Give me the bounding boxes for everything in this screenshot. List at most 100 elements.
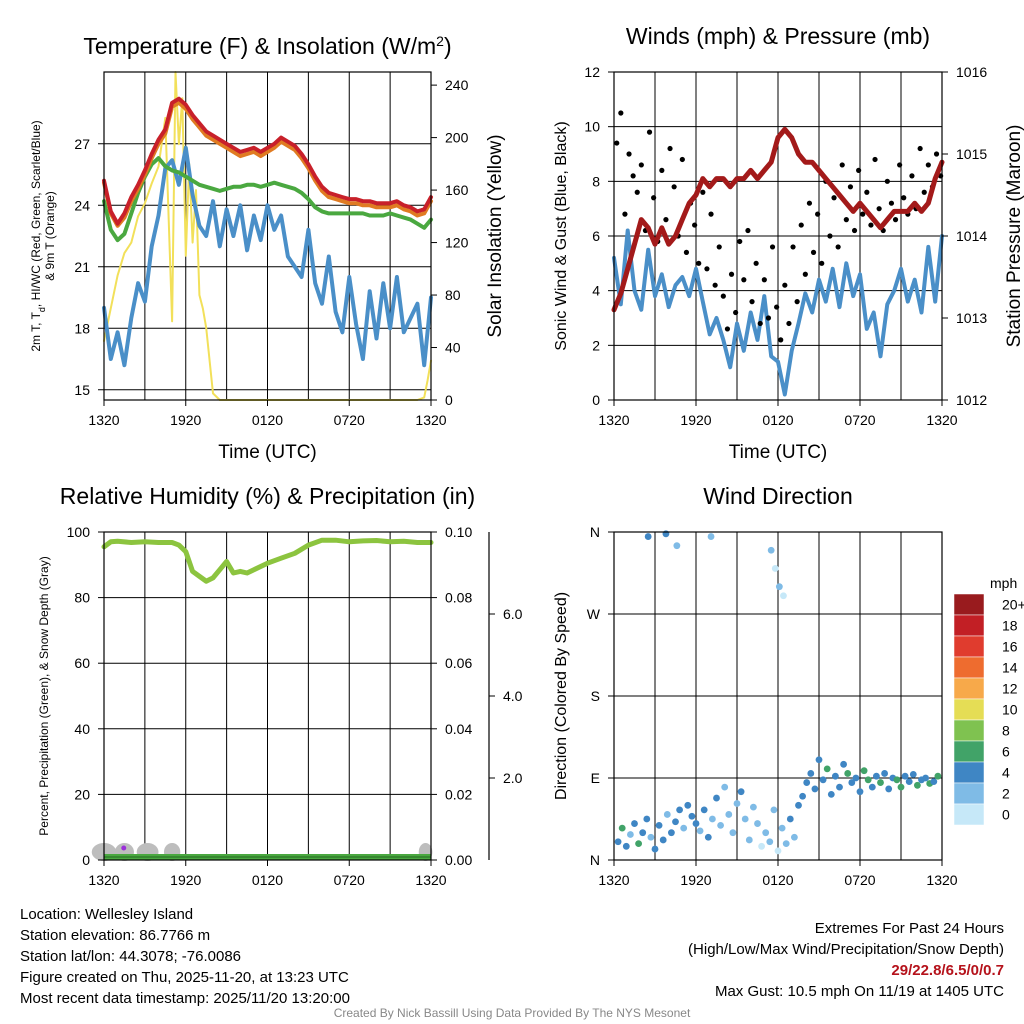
gust-point [757, 320, 763, 327]
x-tick-label: 0120 [762, 412, 793, 428]
x-tick-label: 1920 [680, 412, 711, 428]
y-tick-label: 4 [592, 283, 600, 299]
gust-point [925, 162, 931, 168]
extremes-description: (High/Low/Max Wind/Precipitation/Snow De… [688, 941, 1004, 958]
x-tick-label: 0720 [844, 872, 875, 888]
y2-tick-label: 80 [445, 287, 461, 303]
series-line-hi-wc [102, 96, 433, 226]
y-tick-label: 2 [592, 337, 600, 353]
direction-point [795, 801, 802, 809]
direction-point [827, 791, 835, 798]
gust-point [651, 195, 657, 201]
x-tick-label: 1320 [88, 872, 119, 888]
direction-point [631, 820, 638, 827]
legend-swatch [953, 803, 985, 826]
direction-point [832, 772, 839, 780]
y2-axis-label: Solar Insolation (Yellow) [485, 134, 506, 337]
gust-point [745, 227, 751, 234]
y-tick-label: N [590, 852, 600, 868]
y-tick-label: 10 [584, 119, 600, 135]
legend-label: 12 [1002, 681, 1018, 697]
extremes-info: Extremes For Past 24 Hours (High/Low/Max… [688, 918, 1004, 1002]
gust-point [909, 173, 915, 179]
legend-label: 4 [1002, 765, 1010, 781]
legend-label: 18 [1002, 618, 1018, 634]
direction-point [707, 533, 715, 540]
direction-point [771, 565, 779, 572]
gust-point [634, 189, 640, 195]
legend-swatch [953, 593, 985, 616]
location-text: Location: Wellesley Island [20, 906, 194, 923]
x-tick-label: 1920 [680, 872, 711, 888]
direction-point [651, 845, 659, 853]
gust-point [704, 266, 710, 272]
direction-point [704, 833, 712, 841]
panel-title: Relative Humidity (%) & Precipitation (i… [60, 483, 475, 509]
y3-tick-label: 2.0 [503, 770, 523, 786]
gust-point [921, 189, 927, 195]
gust-point [646, 129, 653, 135]
y2-tick-label: 200 [445, 130, 469, 146]
x-tick-label: 0720 [844, 412, 875, 428]
y-axis-label: Sonic Wind & Gust (Blue, Black) [553, 121, 570, 350]
recent-data-text: Most recent data timestamp: 2025/11/20 1… [20, 990, 350, 1007]
y-tick-label: 21 [74, 259, 90, 275]
direction-point [848, 779, 856, 786]
direction-point [844, 770, 852, 777]
extremes-values: 29/22.8/6.5/0/0.7 [891, 962, 1004, 979]
x-tick-label: 0720 [334, 872, 365, 888]
gust-point [761, 277, 767, 283]
legend-label: 14 [1002, 660, 1018, 676]
panel-title: Winds (mph) & Pressure (mb) [626, 23, 930, 49]
y-tick-label: 40 [74, 721, 90, 737]
direction-point [774, 847, 782, 855]
y2-tick-label: 0 [445, 392, 453, 408]
y2-tick-label: 0.00 [445, 852, 472, 868]
x-tick-label: 1320 [88, 412, 119, 428]
gust-point [765, 315, 772, 321]
gust-point [851, 227, 858, 234]
gust-point [708, 211, 714, 217]
x-tick-label: 1320 [926, 412, 957, 428]
x-tick-label: 0120 [762, 872, 793, 888]
gust-point [876, 206, 882, 212]
direction-point [860, 767, 868, 775]
direction-point [934, 772, 942, 780]
x-tick-label: 1320 [926, 872, 957, 888]
direction-point [762, 829, 770, 837]
y2-tick-label: 40 [445, 340, 461, 356]
station-info: Location: Wellesley Island Station eleva… [20, 904, 350, 1009]
gust-point [728, 271, 735, 277]
direction-point [799, 792, 806, 800]
gust-point [659, 167, 665, 173]
direction-point [688, 812, 696, 820]
direction-point [721, 783, 729, 791]
direction-point [618, 824, 626, 832]
gust-point [856, 167, 862, 173]
gust-point [884, 178, 890, 184]
x-tick-label: 1920 [170, 872, 201, 888]
gust-point [626, 151, 632, 157]
gust-point [843, 217, 849, 223]
direction-point [836, 783, 843, 791]
direction-point [758, 842, 765, 850]
y-tick-label: S [591, 688, 600, 704]
gust-point [614, 140, 620, 146]
gust-point [667, 145, 673, 152]
x-tick-label: 1320 [598, 872, 629, 888]
gust-point [835, 244, 841, 250]
y-tick-label: 18 [74, 320, 90, 336]
direction-point [807, 770, 815, 777]
gust-point [782, 282, 788, 288]
gust-point [831, 195, 837, 201]
y2-tick-label: 1014 [956, 228, 987, 244]
legend-label: 20+ [1002, 597, 1024, 613]
x-tick-label: 1320 [598, 412, 629, 428]
gust-point [630, 173, 636, 179]
y2-axis-label: Station Pressure (Maroon) [1004, 125, 1024, 348]
gust-point [847, 184, 854, 190]
gust-point [638, 162, 644, 168]
panel-title: Wind Direction [703, 483, 853, 509]
legend-label: 6 [1002, 744, 1010, 760]
gust-point [733, 309, 739, 316]
